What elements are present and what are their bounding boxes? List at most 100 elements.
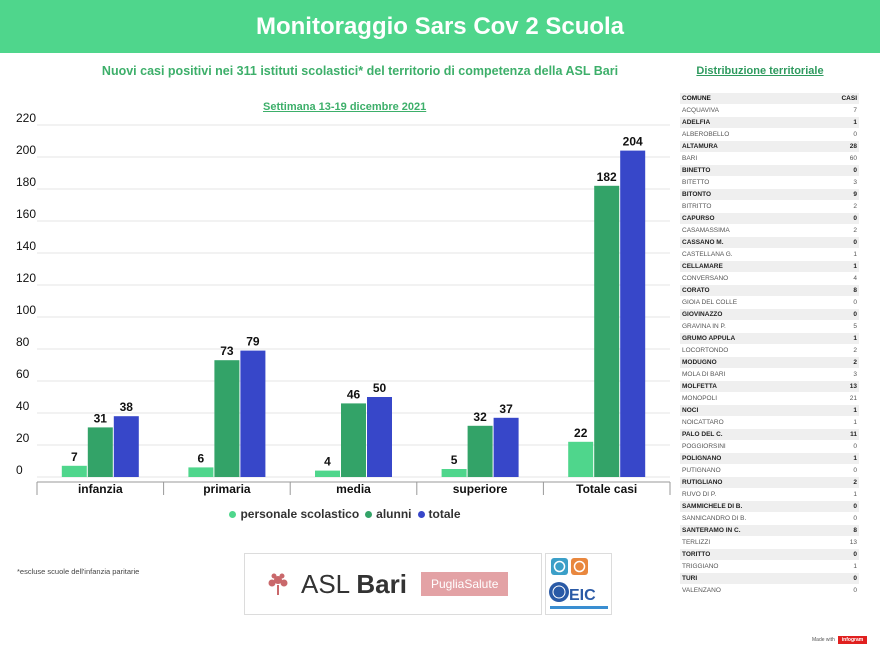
casi-cell: 0 xyxy=(853,575,857,582)
legend-dot-icon xyxy=(229,510,237,518)
legend-item[interactable]: personale scolastico xyxy=(229,507,359,521)
comune-cell: CORATO xyxy=(682,287,710,294)
comune-cell: BINETTO xyxy=(682,167,711,174)
table-row: TURI 0 xyxy=(680,573,859,585)
comune-cell: GIOVINAZZO xyxy=(682,311,723,318)
asl-word: ASL xyxy=(301,568,357,599)
casi-cell: 2 xyxy=(853,359,857,366)
y-tick-label: 160 xyxy=(16,207,36,221)
bar-personale-scolastico xyxy=(315,470,340,477)
table-row: GRAVINA IN P. 5 xyxy=(680,321,859,333)
tree-icon xyxy=(268,573,288,595)
casi-cell: 0 xyxy=(853,503,857,510)
eic-logo: EIC xyxy=(545,553,612,615)
table-row: BINETTO 0 xyxy=(680,165,859,177)
x-tick-label: infanzia xyxy=(78,482,123,496)
table-row: BITETTO 3 xyxy=(680,177,859,189)
comune-cell: CASTELLANA G. xyxy=(682,251,733,258)
legend-label: alunni xyxy=(376,507,412,521)
comune-cell: RUVO DI P. xyxy=(682,491,717,498)
bar-totale xyxy=(620,150,646,477)
comune-cell: ACQUAVIVA xyxy=(682,107,719,114)
table-row: SANTERAMO IN C. 8 xyxy=(680,525,859,537)
comune-cell: TRIGGIANO xyxy=(682,563,719,570)
table-row: LOCORTONDO 2 xyxy=(680,345,859,357)
casi-cell: 28 xyxy=(849,143,857,150)
legend-dot-icon xyxy=(365,510,373,518)
data-label: 37 xyxy=(499,402,513,416)
y-tick-label: 140 xyxy=(16,239,36,253)
made-with-infogram[interactable]: Made with infogram xyxy=(812,636,868,644)
data-label: 50 xyxy=(373,381,387,395)
comune-cell: BARI xyxy=(682,155,698,162)
data-label: 6 xyxy=(198,451,205,465)
casi-cell: 2 xyxy=(853,227,857,234)
comune-cell: CONVERSANO xyxy=(682,275,729,282)
bar-alunni xyxy=(214,360,240,477)
data-label: 204 xyxy=(623,135,643,149)
table-row: CONVERSANO 4 xyxy=(680,273,859,285)
legend-dot-icon xyxy=(417,510,425,518)
table-row: NOICATTARO 1 xyxy=(680,417,859,429)
comune-cell: GIOIA DEL COLLE xyxy=(682,299,738,306)
table-row: CASTELLANA G. 1 xyxy=(680,249,859,261)
data-label: 38 xyxy=(120,400,134,414)
comune-cell: POLIGNANO xyxy=(682,455,722,462)
page-title: Monitoraggio Sars Cov 2 Scuola xyxy=(255,12,625,40)
casi-cell: 0 xyxy=(853,515,857,522)
distribution-link[interactable]: Distribuzione territoriale xyxy=(696,65,824,77)
table-row: CAPURSO 0 xyxy=(680,213,859,225)
table-row: ALBEROBELLO 0 xyxy=(680,129,859,141)
legend-item[interactable]: alunni xyxy=(365,507,412,521)
infogram-badge: infogram xyxy=(837,636,868,644)
data-label: 31 xyxy=(94,411,108,425)
data-label: 79 xyxy=(246,335,260,349)
y-tick-label: 100 xyxy=(16,303,36,317)
bar-personale-scolastico xyxy=(568,441,594,477)
casi-cell: 0 xyxy=(853,587,857,594)
data-label: 182 xyxy=(597,170,617,184)
casi-cell: 13 xyxy=(849,539,857,546)
bar-personale-scolastico xyxy=(61,465,87,477)
table-row: PUTIGNANO 0 xyxy=(680,465,859,477)
casi-cell: 5 xyxy=(853,323,857,330)
data-label: 46 xyxy=(347,387,361,401)
data-label: 32 xyxy=(473,410,487,424)
week-label: Settimana 13-19 dicembre 2021 xyxy=(263,101,427,113)
asl-logo-text: ASL Bari xyxy=(301,569,407,600)
header-casi: CASI xyxy=(841,95,857,102)
comune-cell: BITETTO xyxy=(682,179,710,186)
casi-cell: 0 xyxy=(853,551,857,558)
table-row: CORATO 8 xyxy=(680,285,859,297)
table-row: CASSANO M. 0 xyxy=(680,237,859,249)
legend-item[interactable]: totale xyxy=(417,507,461,521)
comune-cell: RUTIGLIANO xyxy=(682,479,723,486)
table-row: TRIGGIANO 1 xyxy=(680,561,859,573)
comune-cell: SAMMICHELE DI B. xyxy=(682,503,743,510)
casi-cell: 9 xyxy=(853,191,857,198)
comune-cell: GRUMO APPULA xyxy=(682,335,736,342)
casi-cell: 1 xyxy=(853,119,857,126)
bar-totale xyxy=(113,416,139,477)
table-row: TORITTO 0 xyxy=(680,549,859,561)
territorial-table: COMUNE CASI ACQUAVIVA 7 ADELFIA 1 ALBEROBELL… xyxy=(680,93,859,597)
data-label: 5 xyxy=(451,453,458,467)
casi-cell: 0 xyxy=(853,131,857,138)
casi-cell: 0 xyxy=(853,215,857,222)
chart-legend: personale scolastico alunni totale xyxy=(0,507,690,521)
bar-totale xyxy=(493,417,519,477)
casi-cell: 0 xyxy=(853,167,857,174)
table-row: MOLA DI BARI 3 xyxy=(680,369,859,381)
bar-alunni xyxy=(594,185,620,478)
casi-cell: 0 xyxy=(853,299,857,306)
casi-cell: 3 xyxy=(853,179,857,186)
table-row: BITRITTO 2 xyxy=(680,201,859,213)
comune-cell: CAPURSO xyxy=(682,215,715,222)
y-tick-label: 180 xyxy=(16,175,36,189)
puglia-salute-badge: PugliaSalute xyxy=(420,572,509,596)
comune-cell: ALTAMURA xyxy=(682,143,718,150)
table-row: MOLFETTA 13 xyxy=(680,381,859,393)
table-row: PALO DEL C. 11 xyxy=(680,429,859,441)
bari-word: Bari xyxy=(356,568,407,599)
table-row: GIOVINAZZO 0 xyxy=(680,309,859,321)
